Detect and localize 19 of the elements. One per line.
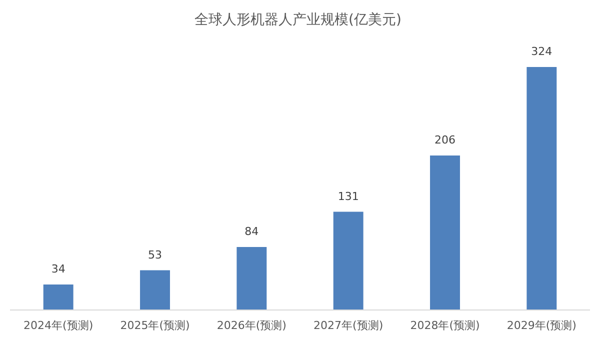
x-tick-label: 2029年(预测) [506, 319, 576, 332]
chart-title: 全球人形机器人产业规模(亿美元) [194, 12, 402, 28]
x-tick-label: 2027年(预测) [314, 319, 384, 332]
bar [43, 284, 74, 310]
data-label: 206 [434, 134, 456, 146]
data-label: 84 [244, 225, 259, 238]
bar [333, 212, 364, 310]
data-label: 131 [338, 190, 359, 203]
data-label: 34 [51, 262, 66, 276]
data-label: 324 [531, 45, 552, 58]
bar [236, 247, 267, 310]
data-label: 53 [148, 248, 162, 262]
x-tick-label: 2024年(预测) [24, 319, 94, 332]
bar [526, 67, 557, 310]
x-tick-label: 2025年(预测) [120, 319, 190, 332]
x-tick-label: 2026年(预测) [216, 319, 286, 332]
bar [140, 270, 170, 310]
x-tick-label: 2028年(预测) [410, 319, 480, 332]
bar [430, 156, 460, 310]
